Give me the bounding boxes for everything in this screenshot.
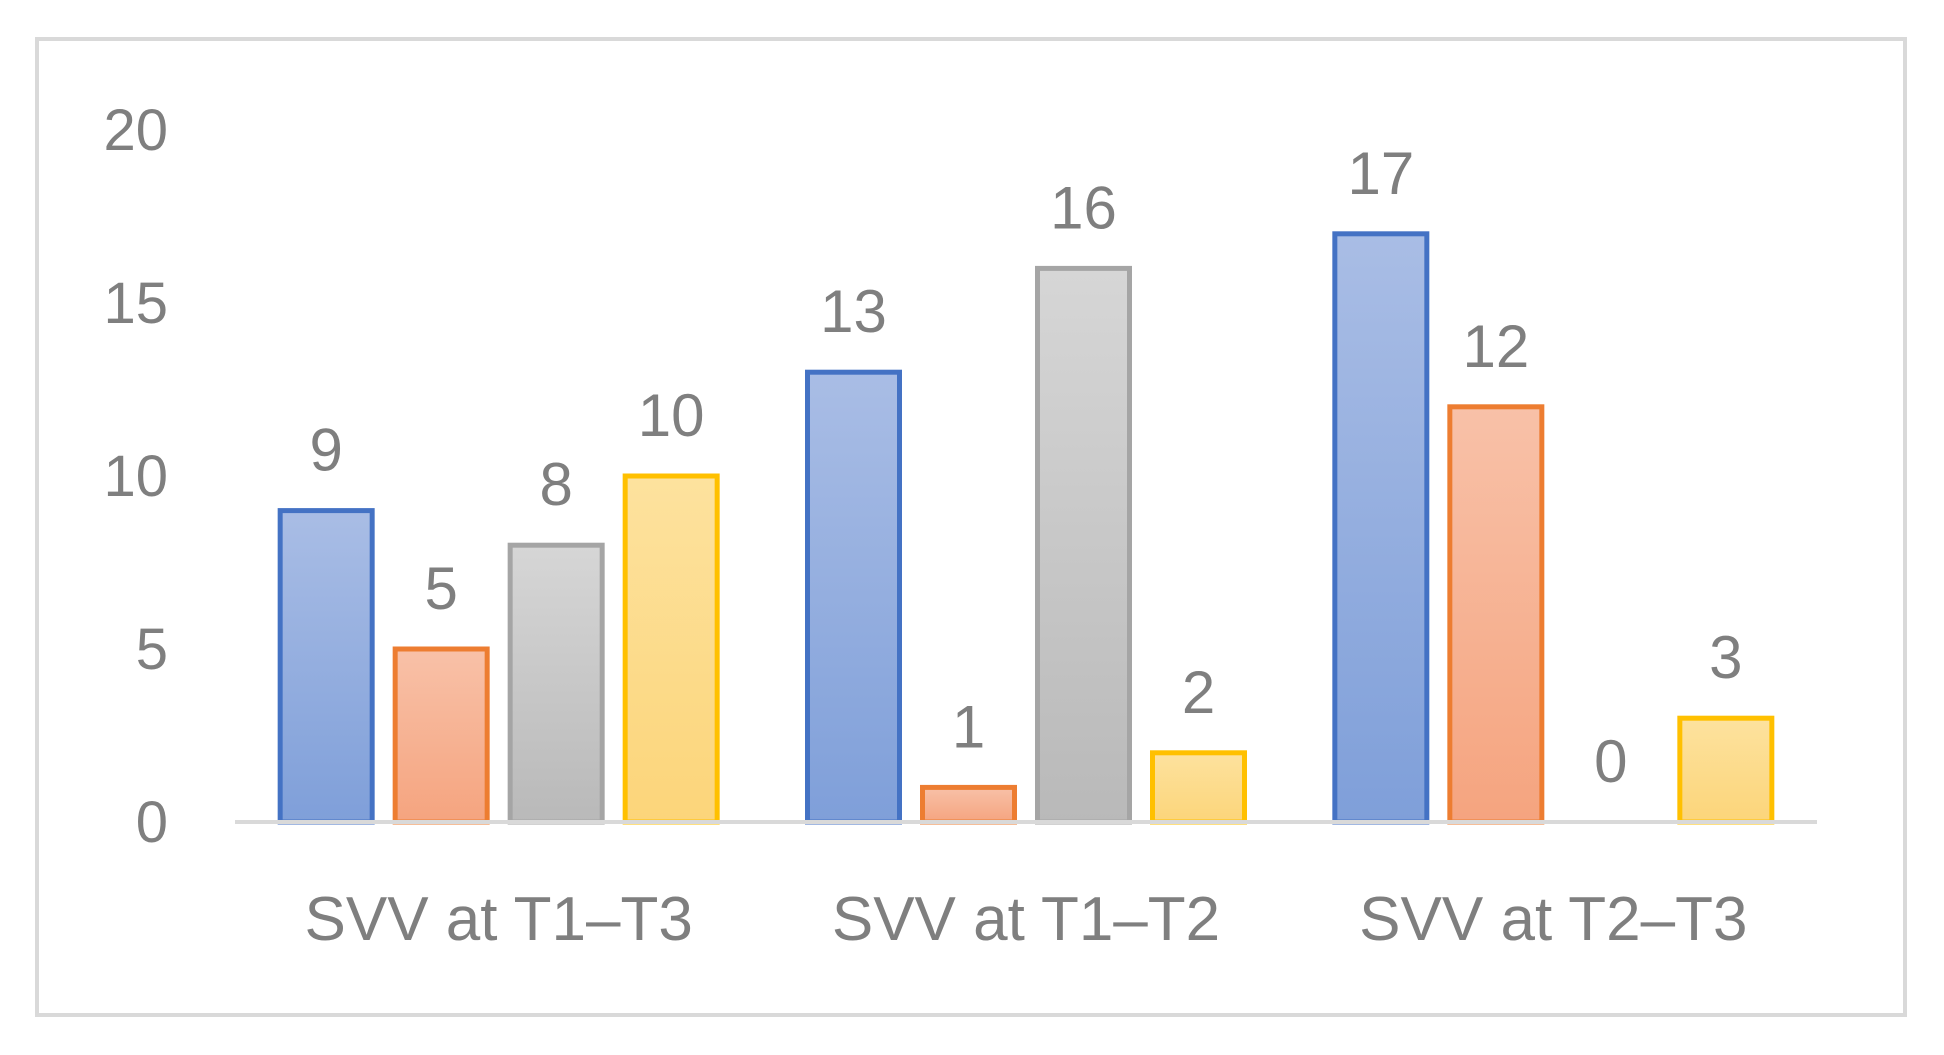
bar-series-4-cat-3 [1677,715,1775,825]
data-label-series-1-cat-3: 17 [1347,140,1414,207]
bar-series-group [277,231,1775,825]
data-labels-group: 9 5 8 10 13 1 16 2 17 12 0 3 [309,140,1742,795]
bar-series-3-cat-2 [1035,265,1132,825]
data-label-series-2-cat-1: 5 [424,555,457,622]
y-tick-label: 20 [103,98,168,163]
y-axis-tick-labels: 0 5 10 15 20 [103,98,168,855]
bar-series-4-cat-1 [622,473,720,825]
data-label-series-3-cat-2: 16 [1050,174,1117,241]
bar-series-4-cat-2 [1150,750,1247,825]
data-label-series-1-cat-1: 9 [309,417,342,484]
y-tick-label: 10 [103,444,168,509]
bar-series-2-cat-1 [392,646,490,825]
x-axis-category-labels: SVV at T1–T3 SVV at T1–T2 SVV at T2–T3 [305,885,1748,954]
data-label-series-3-cat-1: 8 [539,451,572,518]
bar-series-1-cat-1 [277,508,375,825]
bar-series-1-cat-3 [1332,231,1430,825]
x-category-label: SVV at T2–T3 [1359,885,1747,954]
data-label-series-3-cat-3: 0 [1594,728,1627,795]
data-label-series-2-cat-3: 12 [1462,313,1529,380]
data-label-series-4-cat-2: 2 [1182,659,1215,726]
bar-series-2-cat-3 [1447,404,1545,825]
y-tick-label: 15 [103,271,168,336]
y-tick-label: 0 [136,790,168,855]
bar-series-3-cat-1 [507,542,605,825]
data-label-series-1-cat-2: 13 [820,278,887,345]
data-label-series-4-cat-1: 10 [638,382,705,449]
bar-series-2-cat-2 [920,784,1017,825]
x-category-label: SVV at T1–T2 [832,885,1220,954]
x-category-label: SVV at T1–T3 [305,885,693,954]
data-label-series-4-cat-3: 3 [1709,624,1742,691]
data-label-series-2-cat-2: 1 [952,693,985,760]
bar-series-1-cat-2 [805,369,902,825]
y-tick-label: 5 [136,617,168,682]
